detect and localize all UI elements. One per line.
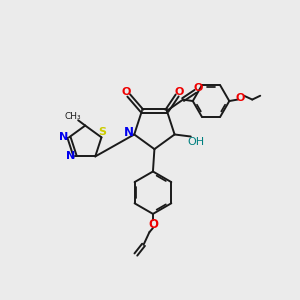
Text: N: N [66, 152, 75, 161]
Text: N: N [124, 127, 134, 140]
Text: O: O [193, 83, 203, 93]
Text: O: O [148, 218, 158, 231]
Text: CH₃: CH₃ [64, 112, 81, 121]
Text: N: N [59, 132, 69, 142]
Text: S: S [98, 128, 106, 137]
Text: O: O [122, 87, 131, 97]
Text: O: O [175, 87, 184, 97]
Text: OH: OH [187, 137, 204, 147]
Text: O: O [236, 92, 245, 103]
